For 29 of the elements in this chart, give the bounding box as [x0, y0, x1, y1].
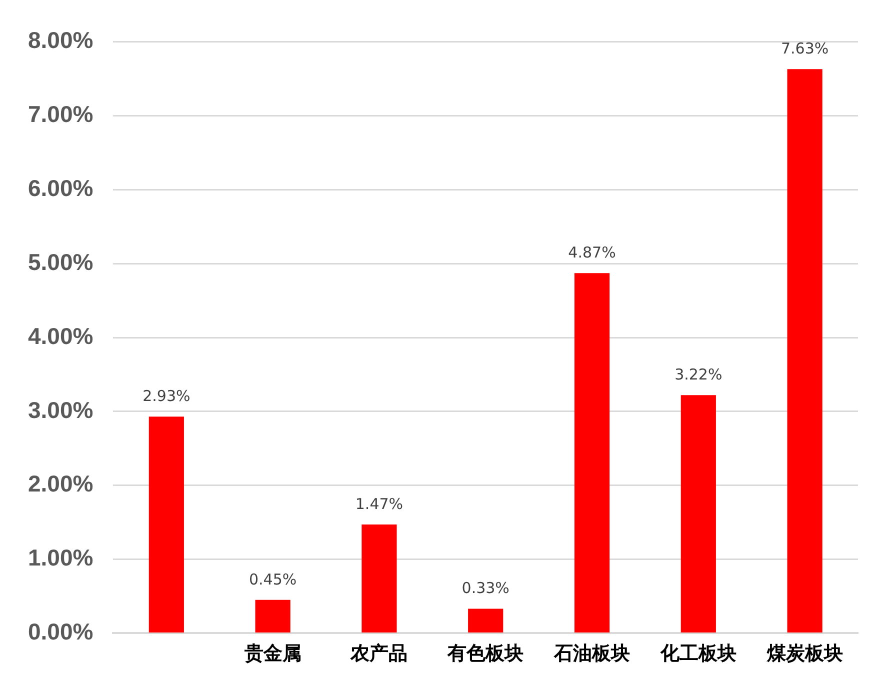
x-tick-label: 农产品: [350, 642, 408, 665]
bar: [574, 273, 610, 632]
bar: [787, 69, 822, 632]
y-tick-label: 4.00%: [28, 322, 94, 349]
bar: [468, 608, 504, 632]
x-tick-label: 有色板块: [446, 642, 524, 665]
data-label: 4.87%: [568, 244, 616, 262]
data-label: 3.22%: [674, 366, 722, 384]
y-tick-label: 2.00%: [28, 470, 94, 497]
x-tick-label: 化工板块: [659, 642, 736, 665]
bar: [255, 600, 290, 632]
bar: [680, 395, 716, 632]
data-label: 0.45%: [248, 570, 297, 588]
y-tick-label: 6.00%: [28, 174, 94, 201]
data-label: 1.47%: [355, 494, 404, 513]
x-tick-label: 煤炭板块: [766, 642, 843, 665]
bar: [362, 524, 397, 632]
y-tick-label: 3.00%: [28, 396, 94, 423]
y-tick-label: 0.00%: [28, 618, 94, 645]
data-label: 0.33%: [462, 579, 510, 598]
data-label: 2.93%: [142, 386, 190, 405]
y-tick-label: 1.00%: [28, 544, 94, 571]
x-tick-label: 石油板块: [553, 642, 630, 665]
data-label: 7.63%: [780, 40, 829, 58]
y-tick-label: 8.00%: [28, 27, 94, 54]
bar: [148, 416, 184, 632]
x-tick-label: 贵金属: [243, 642, 302, 665]
y-tick-label: 5.00%: [28, 248, 94, 275]
y-tick-label: 7.00%: [28, 101, 94, 128]
